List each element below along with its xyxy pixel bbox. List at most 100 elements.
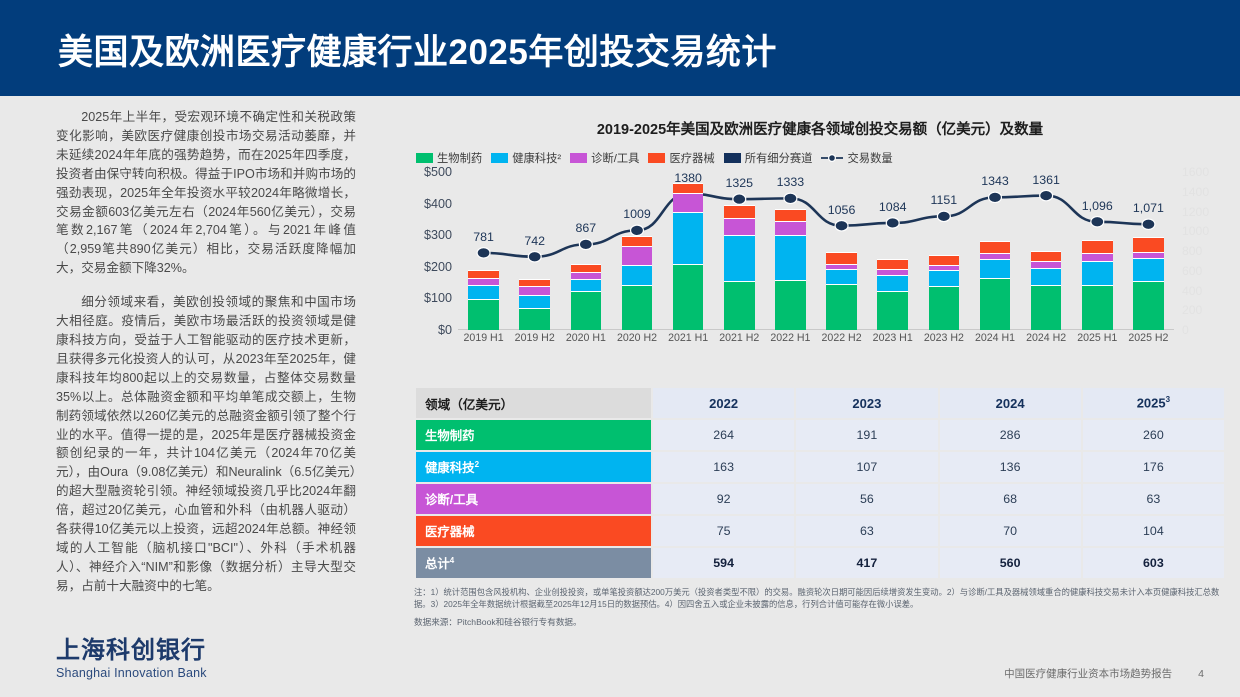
- table-cell: 63: [1082, 484, 1224, 514]
- table-row[interactable]: 总计4 594 417 560 603: [416, 548, 1224, 578]
- bar-segment: [672, 183, 704, 193]
- bar-segment: [928, 286, 960, 330]
- table-column-header: 2022: [653, 388, 795, 418]
- bar-group[interactable]: [928, 255, 960, 330]
- bar-segment: [723, 218, 755, 236]
- deal-count-label: 781: [473, 229, 494, 244]
- deal-count-label: 1,096: [1081, 198, 1113, 213]
- table-row[interactable]: 诊断/工具 92 56 68 63: [416, 484, 1224, 514]
- bar-group[interactable]: [775, 209, 806, 330]
- bar-group[interactable]: [1133, 236, 1164, 330]
- deal-count-marker: [733, 194, 746, 204]
- bar-segment: [1030, 260, 1062, 268]
- y-axis-tick-right: 1400: [1182, 184, 1210, 199]
- sector-table-element: 领域（亿美元） 2022 2023 2024 20253 生物制药 264 191 286 2…: [414, 386, 1226, 580]
- bar-segment: [672, 211, 704, 264]
- row-label-superscript: 4: [449, 555, 455, 565]
- legend-swatch-icon: [416, 153, 433, 163]
- table-cell: 107: [796, 452, 938, 482]
- legend-item[interactable]: 生物制药: [416, 150, 482, 166]
- x-axis-tick: 2021 H1: [668, 332, 709, 344]
- y-axis-tick-left: $500: [423, 165, 452, 179]
- bar-group[interactable]: [621, 235, 653, 330]
- table-row-label: 健康科技2: [416, 452, 651, 482]
- table-row[interactable]: 健康科技2 163 107 136 176: [416, 452, 1224, 482]
- deal-count-line: [458, 172, 1174, 330]
- logo-english-name: Shanghai Innovation Bank: [56, 666, 207, 680]
- table-row-label: 医疗器械: [416, 516, 651, 546]
- deal-count-marker: [631, 225, 644, 235]
- bar-segment: [723, 235, 755, 281]
- table-row[interactable]: 医疗器械 75 63 70 104: [416, 516, 1224, 546]
- table-row[interactable]: 生物制药 264 191 286 260: [416, 420, 1224, 450]
- column-header-superscript: 3: [1165, 395, 1171, 405]
- bar-group[interactable]: [672, 183, 704, 330]
- bar-segment: [570, 279, 602, 292]
- bar-segment: [928, 269, 960, 287]
- bar-segment: [826, 251, 857, 264]
- table-cell: 92: [653, 484, 795, 514]
- bar-segment: [877, 274, 909, 292]
- legend-item[interactable]: 所有细分赛道: [723, 150, 813, 166]
- sector-table: 领域（亿美元） 2022 2023 2024 20253 生物制药 264 191 286 2…: [414, 386, 1226, 580]
- y-axis-tick-right: 1000: [1182, 224, 1210, 239]
- table-head: 领域（亿美元） 2022 2023 2024 20253: [416, 388, 1224, 418]
- deal-count-marker: [579, 239, 592, 249]
- chart-axis-line: [458, 329, 1174, 330]
- y-axis-tick-left: $200: [423, 259, 452, 274]
- bar-segment: [621, 245, 653, 265]
- paragraph-2: 细分领域来看，美欧创投领域的聚焦和中国市场大相径庭。疫情后，美欧市场最活跃的投资…: [56, 295, 356, 593]
- y-axis-tick-right: 400: [1182, 283, 1203, 298]
- bar-group[interactable]: [468, 270, 499, 330]
- table-header-label: 领域（亿美元）: [416, 388, 651, 418]
- bar-segment: [979, 258, 1011, 278]
- bar-segment: [979, 252, 1011, 259]
- deal-count-label: 867: [575, 221, 597, 236]
- bar-segment: [570, 291, 602, 330]
- bar-group[interactable]: [1030, 251, 1062, 330]
- legend-label: 交易数量: [847, 153, 893, 165]
- bar-segment: [877, 291, 909, 330]
- legend-label: 所有细分赛道: [744, 153, 813, 165]
- bar-segment: [826, 263, 857, 270]
- bar-segment: [570, 272, 602, 280]
- table-cell: 63: [796, 516, 938, 546]
- legend-item[interactable]: 健康科技²: [491, 150, 561, 166]
- bar-segment: [877, 258, 909, 270]
- bar-group[interactable]: [979, 241, 1011, 330]
- legend-label: 医疗器械: [669, 153, 715, 165]
- row-label-superscript: 2: [474, 459, 480, 469]
- bar-segment: [621, 264, 653, 286]
- bar-group[interactable]: [1081, 240, 1113, 330]
- table-cell: 56: [796, 484, 938, 514]
- deal-count-label: 1380: [674, 170, 702, 185]
- bar-segment: [723, 204, 755, 219]
- chart-plot-inner: $0 $100 $200 $300 $400 $500 0 200 400 600 800 1000 1…: [424, 165, 1209, 337]
- bar-group[interactable]: [519, 279, 551, 330]
- legend-swatch-icon: [723, 153, 741, 163]
- deal-count-label: 1056: [827, 202, 856, 217]
- table-row-label: 诊断/工具: [416, 484, 651, 514]
- deal-count-label: 742: [524, 233, 546, 248]
- deal-count-marker: [784, 193, 797, 203]
- legend-item[interactable]: 交易数量: [821, 150, 893, 166]
- table-cell: 260: [1082, 420, 1224, 450]
- bar-group[interactable]: [570, 263, 602, 330]
- table-cell: 68: [939, 484, 1081, 514]
- x-axis-tick: 2022 H2: [821, 332, 862, 344]
- bar-segment: [468, 299, 499, 330]
- bar-group[interactable]: [877, 258, 909, 330]
- table-cell: 136: [939, 452, 1081, 482]
- bar-segment: [826, 283, 857, 330]
- x-axis-tick: 2021 H2: [719, 332, 760, 344]
- bar-group[interactable]: [723, 204, 755, 330]
- table-cell: 560: [939, 548, 1081, 578]
- x-axis-tick: 2025 H2: [1128, 332, 1169, 344]
- legend-item[interactable]: 医疗器械: [648, 150, 715, 166]
- table-cell: 264: [653, 420, 795, 450]
- bar-group[interactable]: [826, 251, 857, 330]
- y-axis-tick-left: $300: [423, 228, 452, 243]
- legend-item[interactable]: 诊断/工具: [570, 150, 639, 166]
- deal-count-label: 1,071: [1132, 201, 1164, 216]
- bank-logo: 上海科创银行 Shanghai Innovation Bank: [56, 630, 207, 680]
